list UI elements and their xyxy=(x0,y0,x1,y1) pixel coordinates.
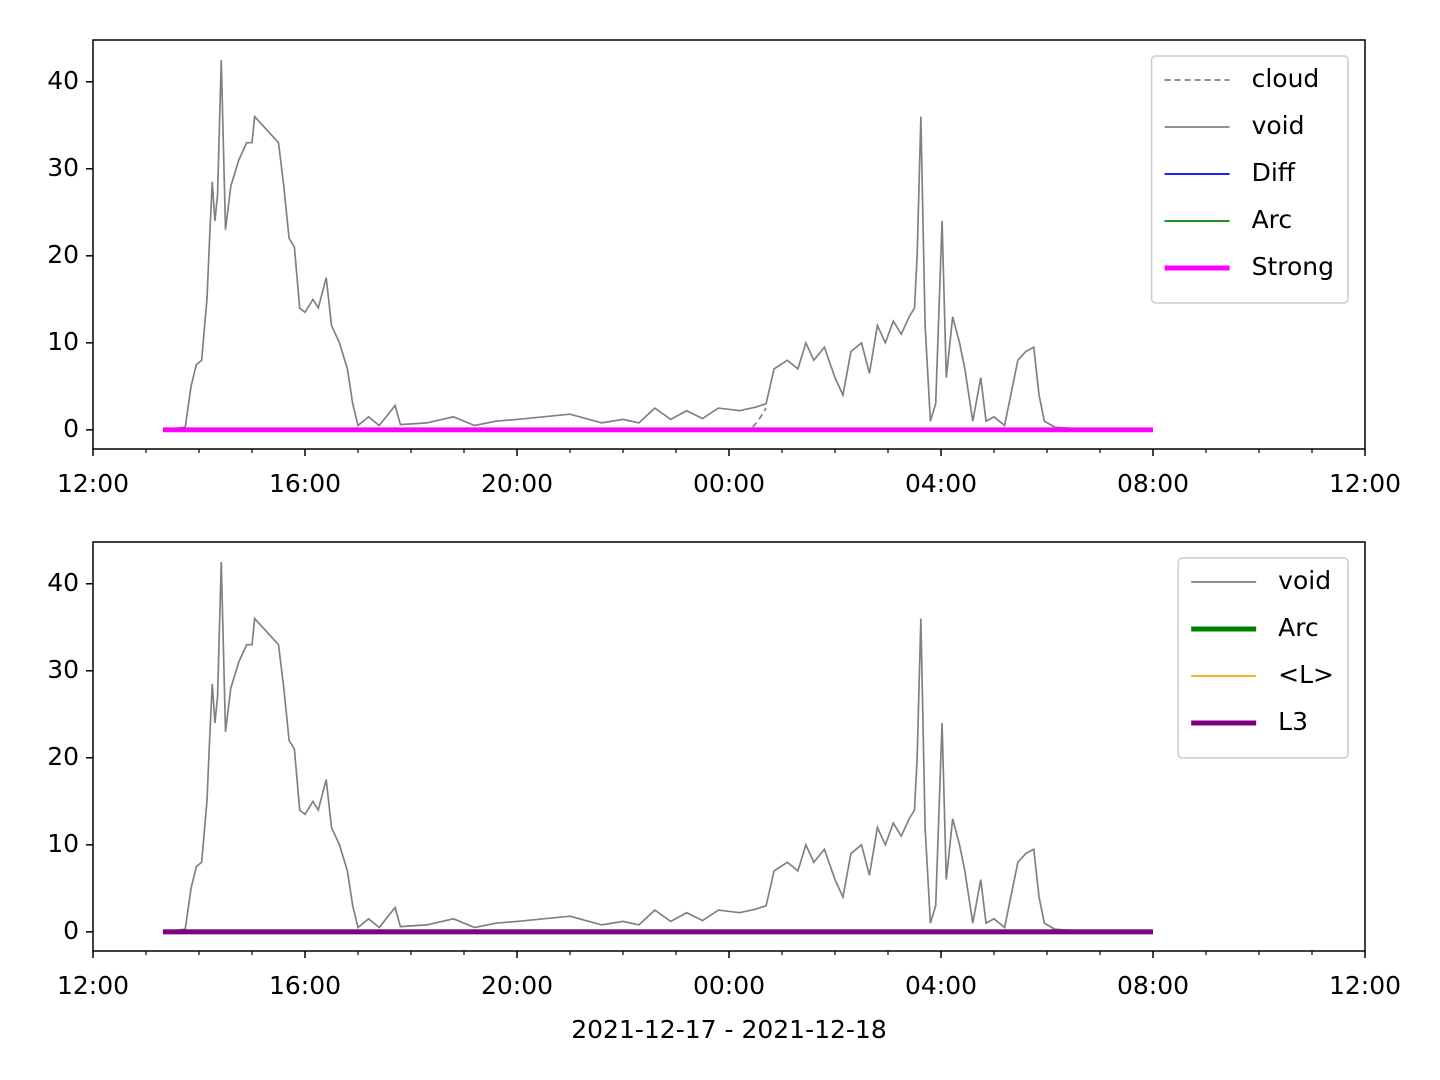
legend-label: Arc xyxy=(1252,205,1293,234)
y-tick-label: 40 xyxy=(47,568,79,597)
x-tick-label: 08:00 xyxy=(1117,469,1189,498)
legend-box xyxy=(1177,557,1349,759)
legend-label: <L> xyxy=(1278,660,1334,689)
y-tick-label: 20 xyxy=(47,240,79,269)
x-axis-label: 2021-12-17 - 2021-12-18 xyxy=(571,1015,887,1044)
legend-label: cloud xyxy=(1252,64,1320,93)
x-tick-label: 08:00 xyxy=(1117,971,1189,1000)
y-tick-label: 10 xyxy=(47,829,79,858)
x-tick-label: 12:00 xyxy=(57,971,129,1000)
legend-label: void xyxy=(1278,566,1331,595)
legend-label: L3 xyxy=(1278,707,1308,736)
legend-box xyxy=(1150,55,1349,304)
series-line xyxy=(752,407,767,428)
x-tick-label: 04:00 xyxy=(905,971,977,1000)
y-tick-label: 0 xyxy=(63,414,79,443)
x-tick-label: 04:00 xyxy=(905,469,977,498)
series-line xyxy=(162,59,1153,431)
legend-label: Diff xyxy=(1252,158,1296,187)
x-tick-label: 00:00 xyxy=(693,469,765,498)
legend: void Arc <L> L3 xyxy=(1177,557,1349,759)
y-tick-label: 30 xyxy=(47,655,79,684)
x-tick-label: 12:00 xyxy=(1329,469,1401,498)
series-line xyxy=(162,561,1153,933)
y-tick-label: 0 xyxy=(63,916,79,945)
legend-label: Strong xyxy=(1252,252,1334,281)
x-tick-label: 12:00 xyxy=(1329,971,1401,1000)
legend-label: void xyxy=(1252,111,1305,140)
x-tick-label: 00:00 xyxy=(693,971,765,1000)
x-tick-label: 20:00 xyxy=(481,971,553,1000)
axes-frame xyxy=(92,541,1366,952)
x-tick-label: 12:00 xyxy=(57,469,129,498)
x-tick-label: 16:00 xyxy=(269,469,341,498)
y-tick-label: 20 xyxy=(47,742,79,771)
legend-label: Arc xyxy=(1278,613,1319,642)
axes-frame xyxy=(92,39,1366,450)
y-tick-label: 30 xyxy=(47,153,79,182)
y-tick-label: 40 xyxy=(47,66,79,95)
x-tick-label: 20:00 xyxy=(481,469,553,498)
legend: cloud void Diff Arc Strong xyxy=(1150,55,1349,304)
x-tick-label: 16:00 xyxy=(269,971,341,1000)
y-tick-label: 10 xyxy=(47,327,79,356)
